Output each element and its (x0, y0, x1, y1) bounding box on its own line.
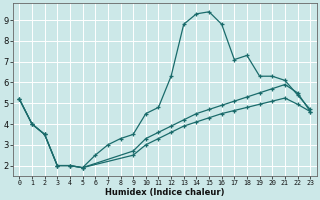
X-axis label: Humidex (Indice chaleur): Humidex (Indice chaleur) (105, 188, 225, 197)
